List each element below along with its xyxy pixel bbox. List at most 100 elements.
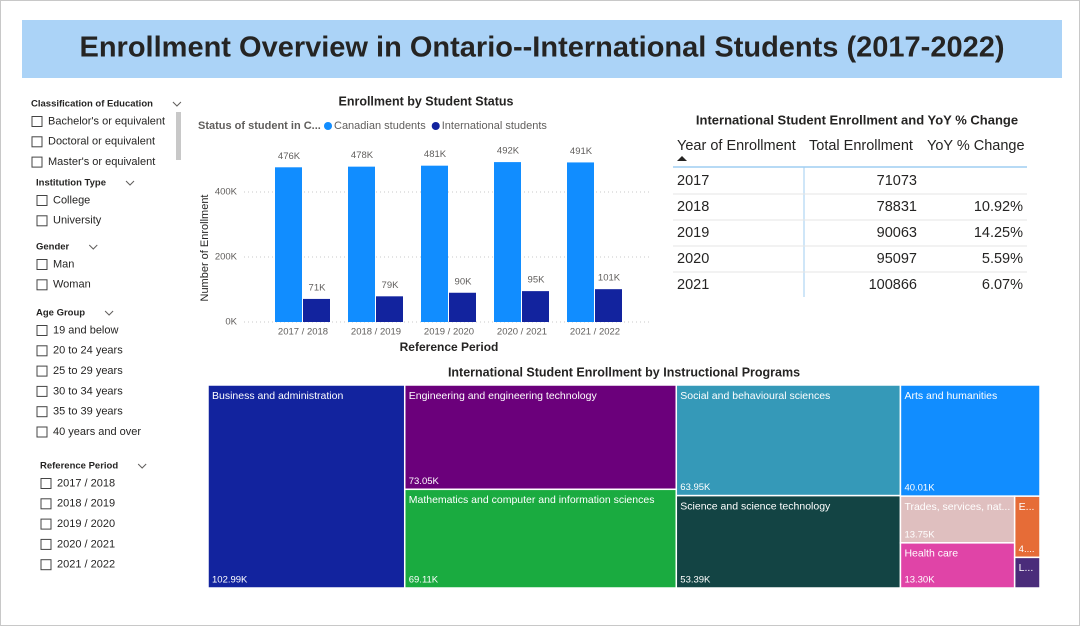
slicer-option: 40 years and over: [53, 426, 141, 438]
table-cell: 14.25%: [974, 225, 1023, 241]
slicer-chevron[interactable]: [125, 180, 135, 186]
treemap-tile: [403, 488, 678, 589]
treemap-tile: [899, 542, 1016, 589]
x-axis-label: Reference Period: [400, 340, 499, 354]
slicer-checkbox[interactable]: [36, 365, 48, 377]
sort-indicator[interactable]: [677, 156, 687, 161]
slicer-option: 19 and below: [53, 324, 118, 336]
tile-value: 13.75K: [904, 529, 935, 540]
x-tick-label: 2021 / 2022: [570, 327, 620, 338]
legend-marker: [324, 122, 332, 130]
header-banner: [22, 20, 1062, 78]
data-label: 492K: [497, 146, 520, 157]
legend-label: Canadian students: [334, 120, 426, 132]
slicer-checkbox[interactable]: [36, 195, 48, 206]
table-cell: 2020: [677, 251, 709, 267]
treemap-tile: [899, 384, 1041, 497]
slicer-checkbox[interactable]: [40, 518, 52, 530]
page-title: Enrollment Overview in Ontario--Internat…: [80, 32, 1005, 64]
tile-value: 40.01K: [904, 483, 935, 494]
table-cell: 2017: [677, 173, 709, 189]
slicer-checkbox[interactable]: [36, 406, 48, 418]
slicer-option: 30 to 34 years: [53, 385, 123, 397]
bar: [376, 296, 403, 322]
slicer-option: Master's or equivalent: [48, 156, 155, 168]
slicer-option: 2020 / 2021: [57, 538, 115, 550]
treemap-title: International Student Enrollment by Inst…: [448, 365, 800, 379]
table-cell: 5.59%: [982, 251, 1023, 267]
slicer-chevron[interactable]: [104, 310, 114, 316]
data-label: 79K: [382, 280, 400, 291]
slicer-title: Institution Type: [36, 178, 106, 189]
chart-title: Enrollment by Student Status: [338, 94, 513, 108]
slicer-option: 20 to 24 years: [53, 345, 123, 357]
y-tick-label: 0K: [225, 317, 237, 328]
table-cell: 78831: [877, 199, 917, 215]
slicer-option: Bachelor's or equivalent: [48, 115, 165, 127]
table-cell: 2018: [677, 199, 709, 215]
slicer-checkbox[interactable]: [36, 345, 48, 357]
bar: [449, 292, 476, 322]
slicer-checkbox[interactable]: [40, 559, 52, 571]
slicer-checkbox[interactable]: [40, 498, 52, 510]
slicer-chevron[interactable]: [172, 101, 182, 107]
bar: [494, 162, 521, 322]
slicer-checkbox[interactable]: [31, 136, 43, 148]
tile-label: Business and administration: [212, 390, 343, 402]
slicer-option: 25 to 29 years: [53, 365, 123, 377]
bar: [303, 298, 330, 322]
slicer-checkbox[interactable]: [40, 538, 52, 550]
slicer-checkbox[interactable]: [36, 279, 48, 291]
slicer-option: 2018 / 2019: [57, 498, 115, 510]
data-label: 476K: [278, 151, 301, 162]
tile-value: 53.39K: [680, 575, 711, 586]
slicer-checkbox[interactable]: [36, 215, 48, 227]
slicer-checkbox[interactable]: [36, 385, 48, 397]
slicer-option: University: [53, 215, 102, 227]
slicer-option: 2019 / 2020: [57, 518, 115, 530]
tile-label: Trades, services, nat...: [904, 501, 1010, 513]
slicer-title: Gender: [36, 242, 70, 253]
slicer-chevron[interactable]: [88, 244, 98, 250]
table-cell: 10.92%: [974, 199, 1023, 215]
slicer-title: Age Group: [36, 308, 85, 319]
slicer-option: Woman: [53, 279, 91, 291]
treemap-tile: [675, 494, 902, 589]
slicer-chevron[interactable]: [137, 463, 147, 469]
data-label: 491K: [570, 146, 593, 157]
table-cell: 6.07%: [982, 277, 1023, 293]
bar: [522, 291, 549, 322]
table-cell: 95097: [877, 251, 917, 267]
scrollbar[interactable]: [176, 112, 181, 160]
slicer-title: Reference Period: [40, 461, 118, 472]
bar: [275, 167, 302, 322]
treemap-tile: [1013, 556, 1041, 589]
data-label: 95K: [528, 275, 546, 286]
data-label: 481K: [424, 149, 447, 160]
table-cell: 2019: [677, 225, 709, 241]
column-header: YoY % Change: [927, 138, 1025, 154]
slicer-checkbox[interactable]: [36, 325, 48, 336]
slicer-checkbox[interactable]: [31, 116, 43, 127]
table-cell: 71073: [877, 173, 917, 189]
x-tick-label: 2018 / 2019: [351, 327, 401, 338]
slicer-option: 2017 / 2018: [57, 477, 115, 489]
table-cell: 100866: [869, 277, 917, 293]
tile-value: 102.99K: [212, 575, 248, 586]
slicer-checkbox[interactable]: [36, 259, 48, 270]
tile-label: E...: [1019, 501, 1035, 513]
data-label: 478K: [351, 150, 374, 161]
x-tick-label: 2019 / 2020: [424, 327, 474, 338]
tile-value: 73.05K: [409, 476, 440, 487]
slicer-checkbox[interactable]: [31, 156, 43, 168]
tile-value: 13.30K: [904, 575, 935, 586]
slicer-checkbox[interactable]: [36, 426, 48, 438]
treemap-tile: [899, 495, 1016, 544]
tile-label: Science and science technology: [680, 500, 831, 512]
legend-marker: [431, 122, 440, 130]
y-axis-label: Number of Enrollment: [199, 195, 211, 302]
slicer-checkbox[interactable]: [40, 478, 52, 489]
bar: [348, 166, 375, 322]
